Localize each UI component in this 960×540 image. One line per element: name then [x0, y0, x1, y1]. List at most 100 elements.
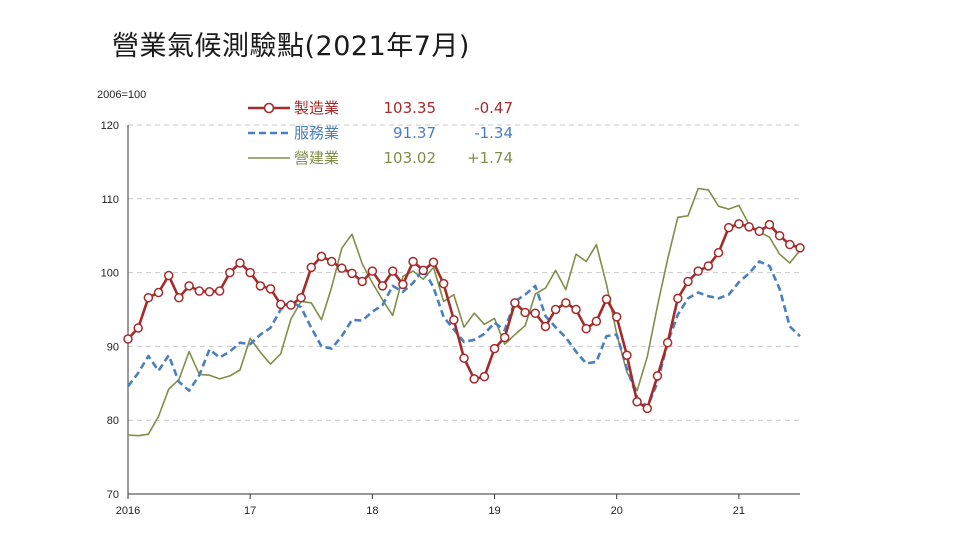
data-point [591, 316, 602, 327]
data-point [357, 276, 367, 287]
data-point [184, 281, 194, 291]
data-point [286, 300, 296, 310]
data-point [550, 304, 561, 315]
gridlines [128, 124, 800, 421]
data-point [499, 332, 510, 343]
legend-name: 營建業 [294, 149, 339, 167]
y-axis-ticks: 70 80 90 100 110 120 [101, 120, 119, 501]
data-point [734, 219, 744, 229]
data-point [673, 293, 683, 304]
data-point [632, 397, 642, 407]
data-point [744, 222, 754, 232]
data-point [123, 334, 133, 344]
legend-change: -0.47 [474, 99, 513, 117]
data-point [764, 219, 775, 230]
x-tick-label: 21 [733, 505, 745, 517]
data-point [214, 286, 225, 296]
data-point [316, 251, 327, 262]
y-tick-label: 70 [107, 489, 119, 501]
legend-latest: 103.02 [384, 149, 437, 167]
data-point [571, 304, 581, 315]
data-point [265, 284, 276, 294]
legend: 製造業 103.35 -0.47 服務業 91.37 -1.34 營建業 103.02 +1.7… [248, 99, 513, 167]
data-point [703, 261, 714, 271]
data-point [601, 294, 612, 304]
data-point [296, 292, 306, 303]
data-point [367, 266, 378, 276]
data-point [693, 266, 703, 276]
x-tick-label: 20 [611, 505, 623, 517]
series-lines [123, 187, 805, 437]
x-tick-label: 17 [244, 505, 256, 517]
data-point [652, 371, 663, 381]
data-point [449, 315, 459, 325]
data-point [133, 323, 143, 333]
data-point [713, 247, 724, 258]
data-point [225, 267, 235, 278]
x-tick-label: 19 [488, 505, 500, 517]
axes [127, 125, 800, 495]
data-point [785, 239, 795, 250]
legend-change: -1.34 [474, 124, 513, 142]
x-tick-label: 2016 [116, 505, 140, 517]
legend-name: 服務業 [294, 124, 339, 142]
series-line-1 [126, 260, 801, 409]
data-point [622, 350, 632, 361]
data-point [194, 286, 205, 296]
y-tick-label: 110 [101, 194, 119, 206]
legend-latest: 91.37 [393, 124, 436, 142]
data-point [723, 222, 734, 233]
data-point [774, 230, 785, 241]
data-point [174, 292, 184, 303]
data-point [235, 258, 245, 268]
data-point [204, 287, 215, 297]
data-point [418, 265, 429, 276]
data-point [642, 403, 653, 414]
unit-label: 2006=100 [97, 89, 146, 101]
data-point [438, 278, 449, 289]
data-point [275, 299, 286, 310]
y-tick-label: 100 [101, 268, 119, 280]
data-point [795, 243, 805, 253]
x-tick-label: 18 [366, 505, 378, 517]
data-point [469, 374, 479, 384]
y-tick-label: 80 [107, 415, 119, 427]
chart-title: 營業氣候測驗點(2021年7月) [112, 31, 470, 62]
data-point [611, 312, 622, 322]
y-tick-label: 120 [101, 120, 119, 132]
y-tick-label: 90 [107, 341, 119, 353]
data-point [245, 267, 255, 278]
data-point [520, 307, 530, 318]
data-point [581, 323, 591, 334]
x-axis-ticks: 2016 17 18 19 20 21 [116, 494, 745, 517]
data-point [337, 263, 347, 273]
data-point [479, 371, 490, 382]
data-point [540, 321, 551, 332]
data-point [143, 292, 154, 303]
legend-name: 製造業 [294, 99, 339, 117]
series-line-2 [127, 187, 801, 437]
data-point [530, 308, 541, 318]
data-point [662, 337, 673, 348]
legend-latest: 103.35 [384, 99, 437, 117]
legend-change: +1.74 [467, 149, 513, 167]
data-point [489, 343, 500, 354]
data-point [754, 226, 765, 237]
data-point [459, 353, 469, 363]
data-point [398, 279, 408, 290]
data-point [408, 256, 418, 267]
series-line-0 [127, 222, 801, 410]
data-point [683, 276, 693, 287]
data-point [306, 262, 317, 273]
data-point [510, 298, 520, 308]
data-point [347, 268, 357, 279]
data-point [255, 281, 266, 291]
data-point [326, 256, 337, 267]
data-point [428, 257, 439, 268]
data-point [561, 298, 571, 308]
legend-marker [263, 102, 275, 114]
data-point [377, 281, 388, 291]
data-point [153, 287, 164, 298]
data-point [163, 270, 174, 281]
